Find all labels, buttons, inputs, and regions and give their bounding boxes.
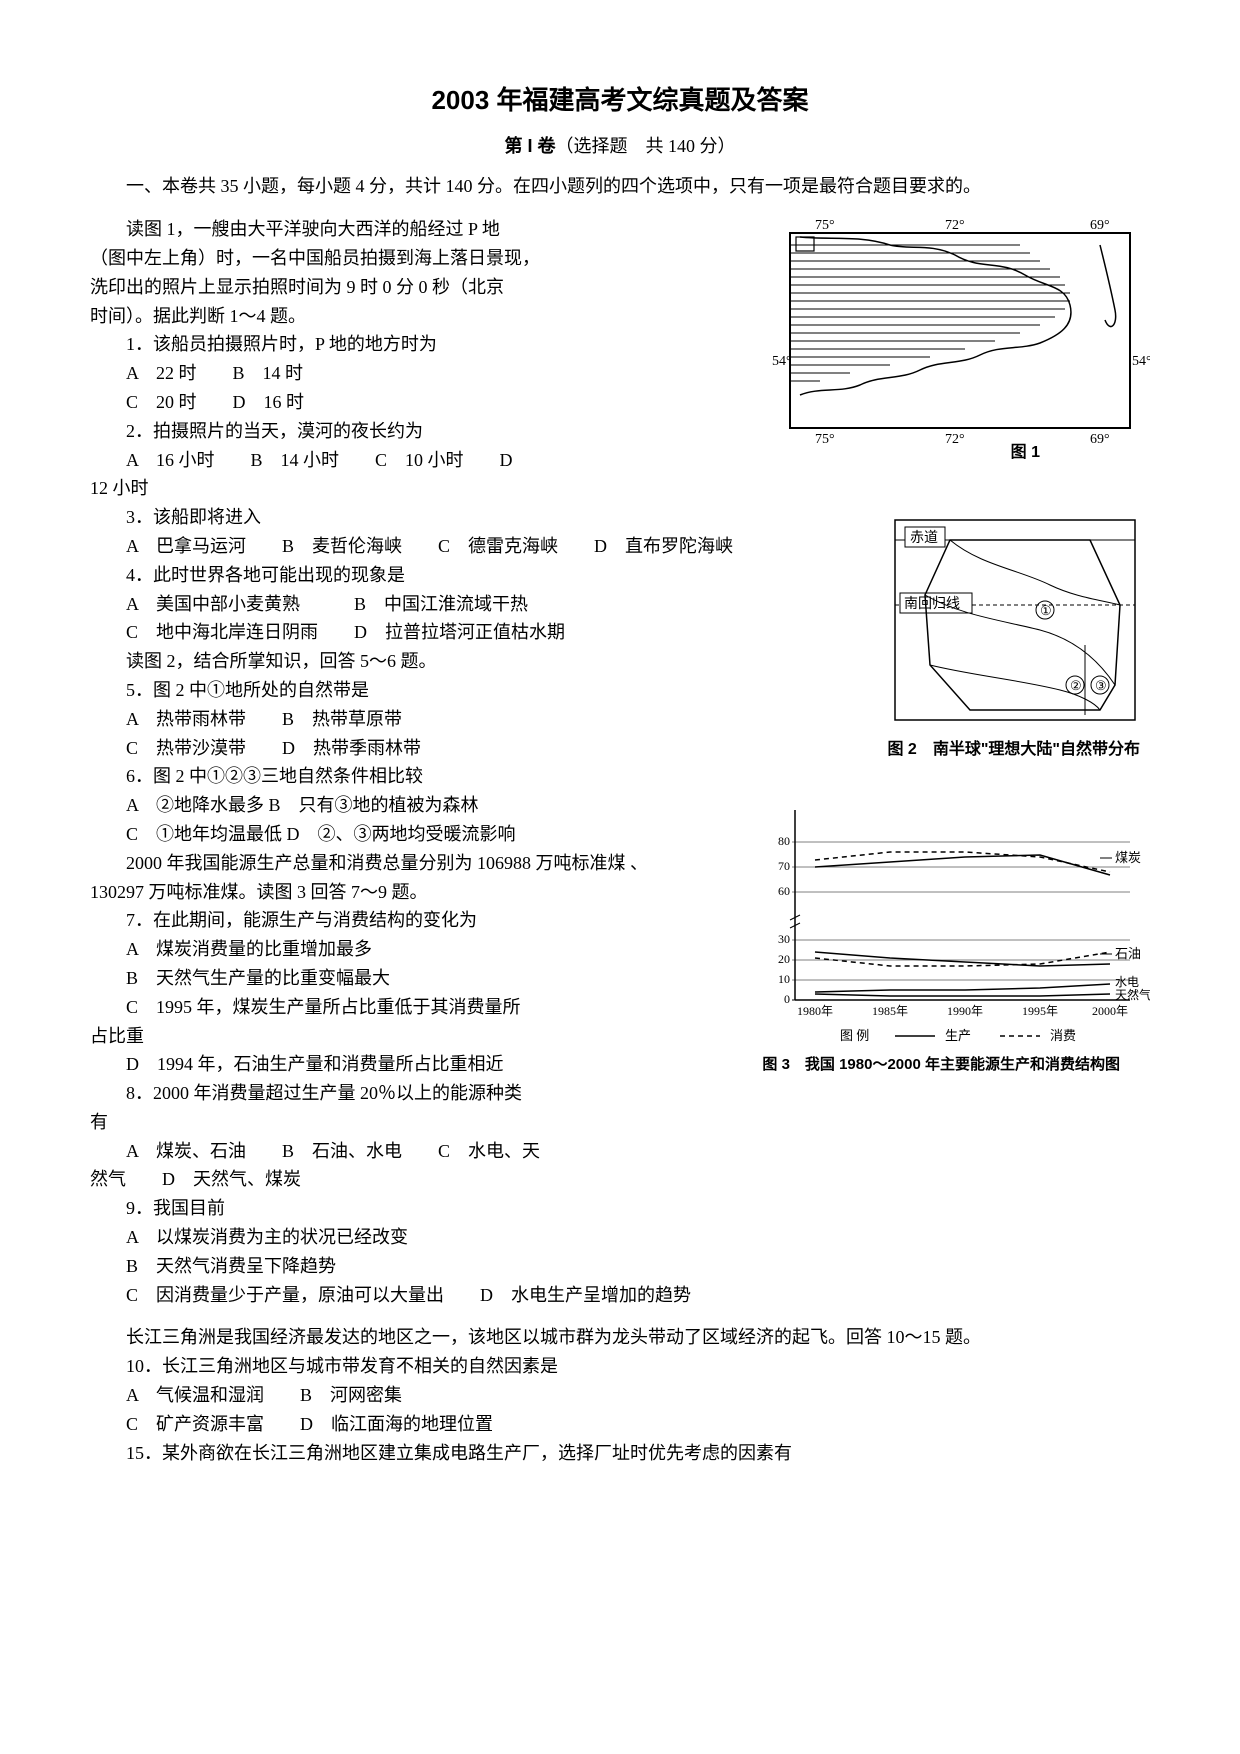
q6-opts-cd: C ①地年均温最低 D ②、③两地均受暖流影响 xyxy=(90,820,740,849)
svg-text:80: 80 xyxy=(778,834,790,848)
svg-text:1985年: 1985年 xyxy=(872,1004,908,1018)
svg-text:69°: 69° xyxy=(1090,432,1110,445)
content-area: 75° 72° 69° 75° 72° 69° 54° 54° xyxy=(90,215,1150,1467)
svg-text:54°: 54° xyxy=(1132,354,1150,369)
svg-text:72°: 72° xyxy=(945,432,965,445)
q9-opt-a: A 以煤炭消费为主的状况已经改变 xyxy=(90,1223,1150,1252)
q4: 4．此时世界各地可能出现的现象是 xyxy=(90,561,740,590)
svg-text:②: ② xyxy=(1070,678,1082,693)
svg-text:南回归线: 南回归线 xyxy=(904,595,960,612)
svg-text:70: 70 xyxy=(778,859,790,873)
svg-text:10: 10 xyxy=(778,972,790,986)
svg-text:69°: 69° xyxy=(1090,218,1110,233)
svg-text:水电: 水电 xyxy=(1115,975,1139,989)
q9: 9．我国目前 xyxy=(90,1194,1150,1223)
q8-cont: 有 xyxy=(90,1108,1150,1137)
svg-text:消费: 消费 xyxy=(1050,1028,1076,1043)
q8-opts-b: 然气 D 天然气、煤炭 xyxy=(90,1165,1150,1194)
q15: 15．某外商欲在长江三角洲地区建立集成电路生产厂，选择厂址时优先考虑的因素有 xyxy=(90,1439,1150,1468)
figure-3-caption: 图 3 我国 1980～2000 年主要能源生产和消费结构图 xyxy=(762,1053,1120,1077)
intro1-l4: 时间）。据此判断 1～4 题。 xyxy=(90,302,670,331)
svg-text:30: 30 xyxy=(778,932,790,946)
svg-text:60: 60 xyxy=(778,884,790,898)
svg-text:0: 0 xyxy=(784,992,790,1006)
q10: 10．长江三角洲地区与城市带发育不相关的自然因素是 xyxy=(90,1352,1150,1381)
q9-opt-cd: C 因消费量少于产量，原油可以大量出 D 水电生产呈增加的趋势 xyxy=(90,1281,1150,1310)
q1: 1．该船员拍摄照片时，P 地的地方时为 xyxy=(90,330,670,359)
svg-text:天然气: 天然气 xyxy=(1115,987,1150,1002)
svg-text:54°: 54° xyxy=(772,354,792,369)
intro1-l3: 洗印出的照片上显示拍照时间为 9 时 0 分 0 秒（北京 xyxy=(90,273,670,302)
q7-opt-d: D 1994 年，石油生产量和消费量所占比重相近 xyxy=(90,1050,740,1079)
q7-opt-a: A 煤炭消费量的比重增加最多 xyxy=(90,935,740,964)
q4-opts-ab: A 美国中部小麦黄熟 B 中国江淮流域干热 xyxy=(90,590,740,619)
figure-2: 赤道 南回归线 ① ② ③ xyxy=(890,515,1140,725)
q10-opts-ab: A 气候温和湿润 B 河网密集 xyxy=(90,1381,1150,1410)
svg-text:75°: 75° xyxy=(815,432,835,445)
q5-opts-cd: C 热带沙漠带 D 热带季雨林带 xyxy=(90,734,740,763)
svg-text:1990年: 1990年 xyxy=(947,1004,983,1018)
figure-2-caption: 图 2 南半球"理想大陆"自然带分布 xyxy=(887,737,1140,763)
q9-opt-b: B 天然气消费呈下降趋势 xyxy=(90,1252,1150,1281)
svg-text:③: ③ xyxy=(1095,678,1107,693)
svg-text:1995年: 1995年 xyxy=(1022,1004,1058,1018)
q2-opts-b: 12 小时 xyxy=(90,474,1150,503)
svg-text:①: ① xyxy=(1040,603,1052,618)
figure-1-caption: 图 1 xyxy=(1011,440,1040,466)
section-label: 第 I 卷 xyxy=(504,136,555,156)
figure-1: 75° 72° 69° 75° 72° 69° 54° 54° xyxy=(770,215,1150,445)
q7-opt-c: C 1995 年，煤炭生产量所占比重低于其消费量所 xyxy=(90,993,740,1022)
svg-text:煤炭: 煤炭 xyxy=(1115,850,1141,865)
q6: 6．图 2 中①②③三地自然条件相比较 xyxy=(90,762,740,791)
q1-opts-ab: A 22 时 B 14 时 xyxy=(90,359,670,388)
q7: 7．在此期间，能源生产与消费结构的变化为 xyxy=(90,906,740,935)
q5: 5．图 2 中①地所处的自然带是 xyxy=(90,676,740,705)
section-note: （选择题 共 140 分） xyxy=(556,136,736,156)
intro1-l2: （图中左上角）时，一名中国船员拍摄到海上落日景现， xyxy=(90,244,670,273)
subtitle: 第 I 卷（选择题 共 140 分） xyxy=(90,132,1150,161)
svg-text:75°: 75° xyxy=(815,218,835,233)
intro2: 读图 2，结合所掌知识，回答 5～6 题。 xyxy=(90,647,740,676)
svg-text:石油: 石油 xyxy=(1115,946,1141,961)
q8-opts-a: A 煤炭、石油 B 石油、水电 C 水电、天 xyxy=(90,1137,740,1166)
svg-text:1980年: 1980年 xyxy=(797,1004,833,1018)
q6-opts-ab: A ②地降水最多 B 只有③地的植被为森林 xyxy=(90,791,740,820)
q1-opts-cd: C 20 时 D 16 时 xyxy=(90,388,670,417)
svg-text:72°: 72° xyxy=(945,218,965,233)
q5-opts-ab: A 热带雨林带 B 热带草原带 xyxy=(90,705,740,734)
q7-opt-b: B 天然气生产量的比重变幅最大 xyxy=(90,964,740,993)
svg-text:生产: 生产 xyxy=(945,1028,971,1043)
instructions: 一、本卷共 35 小题，每小题 4 分，共计 140 分。在四小题列的四个选项中… xyxy=(90,172,1150,201)
svg-text:20: 20 xyxy=(778,952,790,966)
figure-3: 0 10 20 30 60 70 80 1980年 1985年 1990年 19… xyxy=(760,800,1150,1050)
q8: 8．2000 年消费量超过生产量 20％以上的能源种类 xyxy=(90,1079,740,1108)
intro4: 长江三角洲是我国经济最发达的地区之一，该地区以城市群为龙头带动了区域经济的起飞。… xyxy=(90,1323,1150,1352)
svg-text:赤道: 赤道 xyxy=(910,530,938,546)
q2-opts-a: A 16 小时 B 14 小时 C 10 小时 D xyxy=(90,446,670,475)
page-title: 2003 年福建高考文综真题及答案 xyxy=(90,80,1150,122)
svg-text:2000年: 2000年 xyxy=(1092,1004,1128,1018)
q2: 2．拍摄照片的当天，漠河的夜长约为 xyxy=(90,417,670,446)
intro1-l1: 读图 1，一艘由大平洋驶向大西洋的船经过 P 地 xyxy=(90,215,670,244)
q4-opts-cd: C 地中海北岸连日阴雨 D 拉普拉塔河正值枯水期 xyxy=(90,618,740,647)
q10-opts-cd: C 矿产资源丰富 D 临江面海的地理位置 xyxy=(90,1410,1150,1439)
svg-text:图 例: 图 例 xyxy=(840,1028,869,1043)
